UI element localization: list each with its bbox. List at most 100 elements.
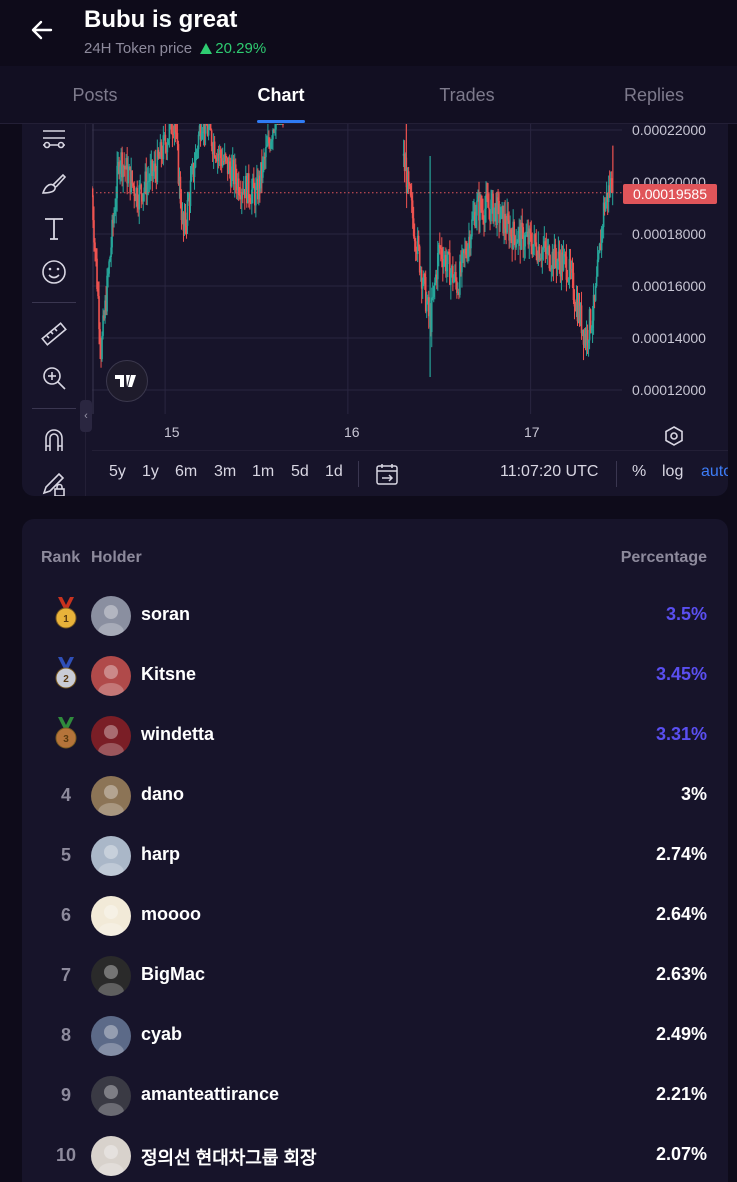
candle-body xyxy=(531,246,534,255)
candle-body xyxy=(207,127,210,136)
lock-drawing-icon[interactable] xyxy=(36,466,72,496)
avatar[interactable] xyxy=(91,1016,131,1056)
range-1m-button[interactable]: 1m xyxy=(252,463,275,480)
percent-scale-toggle[interactable]: % xyxy=(632,463,647,480)
holder-name[interactable]: dano xyxy=(141,784,184,804)
tradingview-logo-icon[interactable] xyxy=(106,360,148,402)
candle-body xyxy=(410,195,413,201)
holder-name[interactable]: Kitsne xyxy=(141,664,197,684)
candle-body xyxy=(277,124,279,125)
candle-body xyxy=(119,166,121,174)
range-6m-button[interactable]: 6m xyxy=(175,463,198,480)
avatar[interactable] xyxy=(91,656,131,696)
range-1d-button[interactable]: 1d xyxy=(325,463,343,480)
candle-body xyxy=(104,300,106,319)
avatar[interactable] xyxy=(91,776,131,816)
candle-body xyxy=(609,178,612,193)
emoji-icon[interactable] xyxy=(36,254,72,290)
candle-body xyxy=(540,258,543,260)
candle-body xyxy=(477,196,479,201)
magnet-icon[interactable] xyxy=(36,422,72,458)
holder-row[interactable]: 10 정의선 현대차그룹 회장 2.07% xyxy=(22,1127,728,1182)
candle-body xyxy=(571,269,574,273)
candle-body xyxy=(551,251,554,269)
candle-body xyxy=(502,205,504,234)
holder-row[interactable]: 8 cyab 2.49% xyxy=(22,1007,728,1067)
holder-name[interactable]: 정의선 현대차그룹 회장 xyxy=(141,1148,317,1168)
rank-number: 4 xyxy=(60,785,71,805)
candle-body xyxy=(255,186,257,206)
up-triangle-icon xyxy=(200,43,213,54)
candle-body xyxy=(101,335,103,360)
avatar[interactable] xyxy=(91,596,131,636)
holder-row[interactable]: 6 moooo 2.64% xyxy=(22,887,728,947)
indicators-icon[interactable] xyxy=(36,124,72,156)
zoom-in-icon[interactable] xyxy=(36,360,72,396)
candle-body xyxy=(271,139,273,142)
ruler-icon[interactable] xyxy=(36,316,72,352)
avatar[interactable] xyxy=(91,1136,131,1176)
candle-body xyxy=(591,320,594,329)
candle-body xyxy=(568,259,571,280)
holder-name[interactable]: harp xyxy=(141,844,181,864)
holder-name[interactable]: soran xyxy=(141,604,191,624)
holder-row[interactable]: 9 amanteattirance 2.21% xyxy=(22,1067,728,1127)
chart-settings-icon[interactable] xyxy=(662,424,686,448)
back-arrow-icon[interactable] xyxy=(26,14,58,46)
holder-name[interactable]: moooo xyxy=(141,904,201,924)
range-3m-button[interactable]: 3m xyxy=(214,463,237,480)
holder-name[interactable]: BigMac xyxy=(141,964,206,984)
holder-row[interactable]: 7 BigMac 2.63% xyxy=(22,947,728,1007)
brush-icon[interactable] xyxy=(36,166,72,202)
range-5y-button[interactable]: 5y xyxy=(109,463,126,480)
holder-percentage: 2.64% xyxy=(655,904,707,924)
candle-body xyxy=(509,229,511,241)
tab-bar: Posts Chart Trades Replies xyxy=(0,66,737,124)
candle-body xyxy=(137,206,140,210)
holder-name[interactable]: amanteattirance xyxy=(141,1084,280,1104)
avatar[interactable] xyxy=(91,716,131,756)
candle-body xyxy=(517,230,519,243)
candle-body xyxy=(521,222,524,228)
candle-body xyxy=(126,158,128,184)
tab-posts[interactable]: Posts xyxy=(72,84,118,105)
avatar[interactable] xyxy=(91,896,131,936)
candle-body xyxy=(282,124,284,125)
candle-body xyxy=(170,124,173,134)
candle-body xyxy=(544,241,547,248)
range-1y-button[interactable]: 1y xyxy=(142,463,159,480)
avatar[interactable] xyxy=(91,836,131,876)
holder-row[interactable]: 1 soran 3.5% xyxy=(22,587,728,647)
holder-name[interactable]: cyab xyxy=(141,1024,183,1044)
range-5d-button[interactable]: 5d xyxy=(291,463,309,480)
toolbar-collapse-handle[interactable]: ‹ xyxy=(80,400,92,432)
candle-body xyxy=(511,236,513,249)
holder-name[interactable]: windetta xyxy=(141,724,215,744)
auto-scale-toggle[interactable]: auto xyxy=(701,463,728,480)
candle-body xyxy=(451,265,453,273)
tab-trades[interactable]: Trades xyxy=(439,84,495,105)
candle-body xyxy=(200,133,203,140)
holder-row[interactable]: 5 harp 2.74% xyxy=(22,827,728,887)
candle-body xyxy=(548,246,551,269)
holder-row[interactable]: 4 dano 3% xyxy=(22,767,728,827)
active-tab-indicator xyxy=(257,120,305,123)
tab-chart[interactable]: Chart xyxy=(257,84,305,105)
tab-replies[interactable]: Replies xyxy=(623,84,685,105)
log-scale-toggle[interactable]: log xyxy=(662,463,684,480)
text-tool-icon[interactable] xyxy=(36,210,72,246)
holder-row[interactable]: 3 windetta 3.31% xyxy=(22,707,728,767)
chart-clock[interactable]: 11:07:20 UTC xyxy=(500,463,599,480)
avatar[interactable] xyxy=(91,1076,131,1116)
avatar[interactable] xyxy=(91,956,131,996)
candle-body xyxy=(100,344,102,360)
candle-body xyxy=(208,124,211,128)
candle-body xyxy=(506,213,508,233)
go-to-date-icon[interactable] xyxy=(374,461,400,492)
candle-body xyxy=(172,133,175,135)
y-tick-label: 0.00018000 xyxy=(632,226,706,242)
candle-body xyxy=(515,243,517,248)
holder-row[interactable]: 2 Kitsne 3.45% xyxy=(22,647,728,707)
price-chart-plot[interactable] xyxy=(92,124,622,414)
candle-body xyxy=(585,329,588,346)
